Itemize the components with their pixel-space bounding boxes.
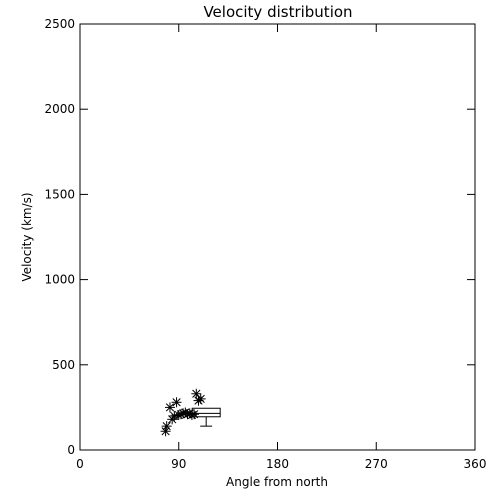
plot-frame xyxy=(79,23,476,451)
x-axis: 0 90 180 270 360 xyxy=(76,24,486,471)
y-tick-label: 2500 xyxy=(44,17,75,31)
chart-title: Velocity distribution xyxy=(203,3,352,21)
y-axis: 0 500 1000 1500 2000 2500 xyxy=(44,17,475,457)
y-axis-label: Velocity (km/s) xyxy=(20,192,34,281)
data-point xyxy=(164,402,175,413)
x-axis-label: Angle from north xyxy=(226,475,328,489)
x-tick-label: 0 xyxy=(76,457,84,471)
data-point xyxy=(171,397,182,408)
y-tick-label: 1000 xyxy=(44,273,75,287)
data-point xyxy=(189,409,200,420)
y-tick-label: 1500 xyxy=(44,187,75,201)
data-point xyxy=(161,421,172,432)
data-point xyxy=(191,388,202,399)
box-plot xyxy=(191,407,221,427)
x-tick-label: 360 xyxy=(464,457,487,471)
y-tick-label: 500 xyxy=(52,358,75,372)
x-tick-label: 180 xyxy=(266,457,289,471)
data-point xyxy=(195,393,206,404)
data-points xyxy=(160,388,206,437)
x-tick-label: 90 xyxy=(171,457,186,471)
y-tick-label: 2000 xyxy=(44,102,75,116)
x-tick-label: 270 xyxy=(365,457,388,471)
y-tick-label: 0 xyxy=(67,443,75,457)
